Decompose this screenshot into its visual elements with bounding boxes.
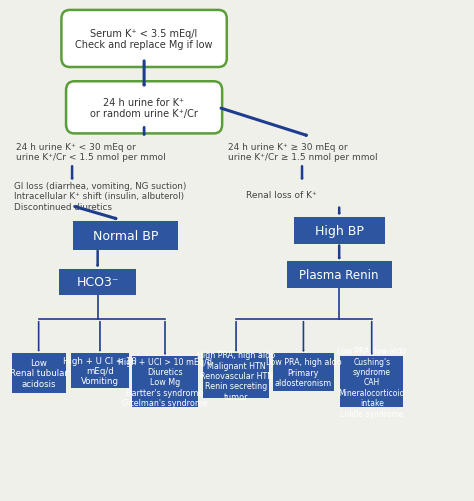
FancyBboxPatch shape (62, 11, 227, 68)
FancyBboxPatch shape (294, 217, 385, 244)
Text: 24 h urine for K⁺
or random urine K⁺/Cr: 24 h urine for K⁺ or random urine K⁺/Cr (90, 97, 198, 119)
Text: Low
Renal tubular
acidosis: Low Renal tubular acidosis (9, 358, 68, 388)
FancyBboxPatch shape (340, 357, 403, 408)
Text: Low PRA, low aldo
Cushing's
syndrome
CAH
Mineralocorticoid
intake
Liddle syndrom: Low PRA, low aldo Cushing's syndrome CAH… (337, 347, 406, 418)
FancyBboxPatch shape (287, 262, 392, 288)
Text: Serum K⁺ < 3.5 mEq/l
Check and replace Mg if low: Serum K⁺ < 3.5 mEq/l Check and replace M… (75, 29, 213, 50)
Text: 24 h urine K⁺ ≥ 30 mEq or
urine K⁺/Cr ≥ 1.5 nmol per mmol: 24 h urine K⁺ ≥ 30 mEq or urine K⁺/Cr ≥ … (228, 143, 377, 162)
FancyBboxPatch shape (71, 353, 129, 388)
Text: Renal loss of K⁺: Renal loss of K⁺ (246, 191, 317, 200)
Text: 24 h urine K⁺ < 30 mEq or
urine K⁺/Cr < 1.5 nmol per mmol: 24 h urine K⁺ < 30 mEq or urine K⁺/Cr < … (16, 143, 166, 162)
FancyBboxPatch shape (132, 357, 198, 408)
Text: High BP: High BP (315, 224, 364, 237)
Text: GI loss (diarrhea, vomiting, NG suction)
Intracellular K⁺ shift (insulin, albute: GI loss (diarrhea, vomiting, NG suction)… (14, 182, 186, 211)
Text: Normal BP: Normal BP (93, 229, 158, 242)
Text: High + UCl > 10 mEq/d
Diuretics
Low Mg
Bartter's syndrome
Gitelman's syndrome: High + UCl > 10 mEq/d Diuretics Low Mg B… (118, 357, 212, 407)
FancyBboxPatch shape (12, 353, 65, 393)
Text: Plasma Renin: Plasma Renin (300, 269, 379, 282)
Text: High + U Cl < 10
mEq/d
Vomiting: High + U Cl < 10 mEq/d Vomiting (63, 356, 137, 386)
FancyBboxPatch shape (203, 353, 269, 398)
FancyBboxPatch shape (273, 354, 334, 391)
FancyBboxPatch shape (66, 82, 222, 134)
Text: HCO3⁻: HCO3⁻ (76, 276, 119, 289)
Text: Low PRA, high aldo
Primary
aldosteronism: Low PRA, high aldo Primary aldosteronism (265, 357, 341, 387)
FancyBboxPatch shape (59, 269, 136, 296)
FancyBboxPatch shape (73, 221, 178, 250)
Text: High PRA, high aldo
Malignant HTN
Renovascular HTN
Renin secreting
tumor: High PRA, high aldo Malignant HTN Renova… (197, 351, 275, 401)
